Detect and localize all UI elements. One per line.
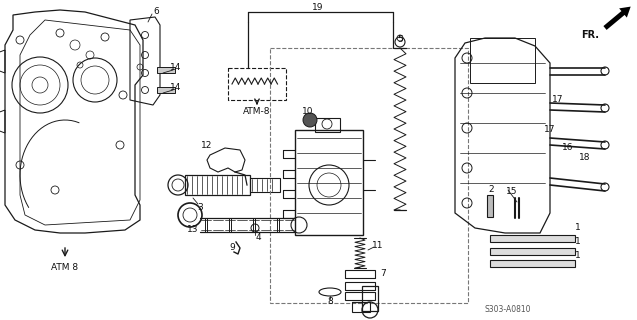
Bar — [352, 302, 370, 312]
Text: 15: 15 — [506, 188, 518, 196]
Text: 17: 17 — [552, 95, 564, 105]
Text: 8: 8 — [327, 298, 333, 307]
Text: 3: 3 — [197, 203, 203, 212]
Bar — [270, 48, 468, 303]
Bar — [490, 235, 575, 242]
Bar — [250, 178, 280, 192]
Text: S303-A0810: S303-A0810 — [485, 306, 531, 315]
Text: 1: 1 — [575, 237, 581, 246]
Bar — [345, 292, 375, 300]
Bar — [157, 67, 175, 73]
Bar — [490, 248, 575, 255]
Bar — [157, 87, 175, 93]
Text: 6: 6 — [153, 7, 159, 17]
Bar — [345, 282, 375, 290]
Bar — [362, 286, 378, 311]
Bar — [490, 260, 575, 267]
Text: 14: 14 — [170, 63, 182, 73]
Text: 16: 16 — [562, 143, 574, 153]
Text: 10: 10 — [302, 108, 314, 116]
Circle shape — [303, 113, 317, 127]
Text: 9: 9 — [229, 244, 235, 252]
Text: 19: 19 — [312, 4, 324, 12]
Bar — [228, 68, 286, 100]
Text: 4: 4 — [255, 234, 261, 243]
Text: FR.: FR. — [581, 30, 599, 40]
Text: 7: 7 — [380, 269, 386, 278]
Text: 1: 1 — [575, 251, 581, 260]
Text: 5: 5 — [397, 36, 403, 44]
Text: 17: 17 — [544, 125, 555, 134]
Bar — [345, 270, 375, 278]
Bar — [315, 118, 340, 132]
Text: 12: 12 — [201, 140, 213, 149]
Bar — [487, 195, 493, 217]
Bar — [185, 175, 250, 195]
Text: 13: 13 — [187, 226, 199, 235]
Text: ATM 8: ATM 8 — [52, 262, 78, 271]
Text: 11: 11 — [372, 241, 383, 250]
Text: 1: 1 — [575, 223, 581, 233]
Text: 2: 2 — [488, 186, 494, 195]
Bar — [295, 130, 363, 235]
FancyArrow shape — [603, 7, 631, 30]
Text: 14: 14 — [170, 84, 182, 92]
Text: ATM-8: ATM-8 — [243, 108, 271, 116]
Text: 18: 18 — [579, 154, 590, 163]
